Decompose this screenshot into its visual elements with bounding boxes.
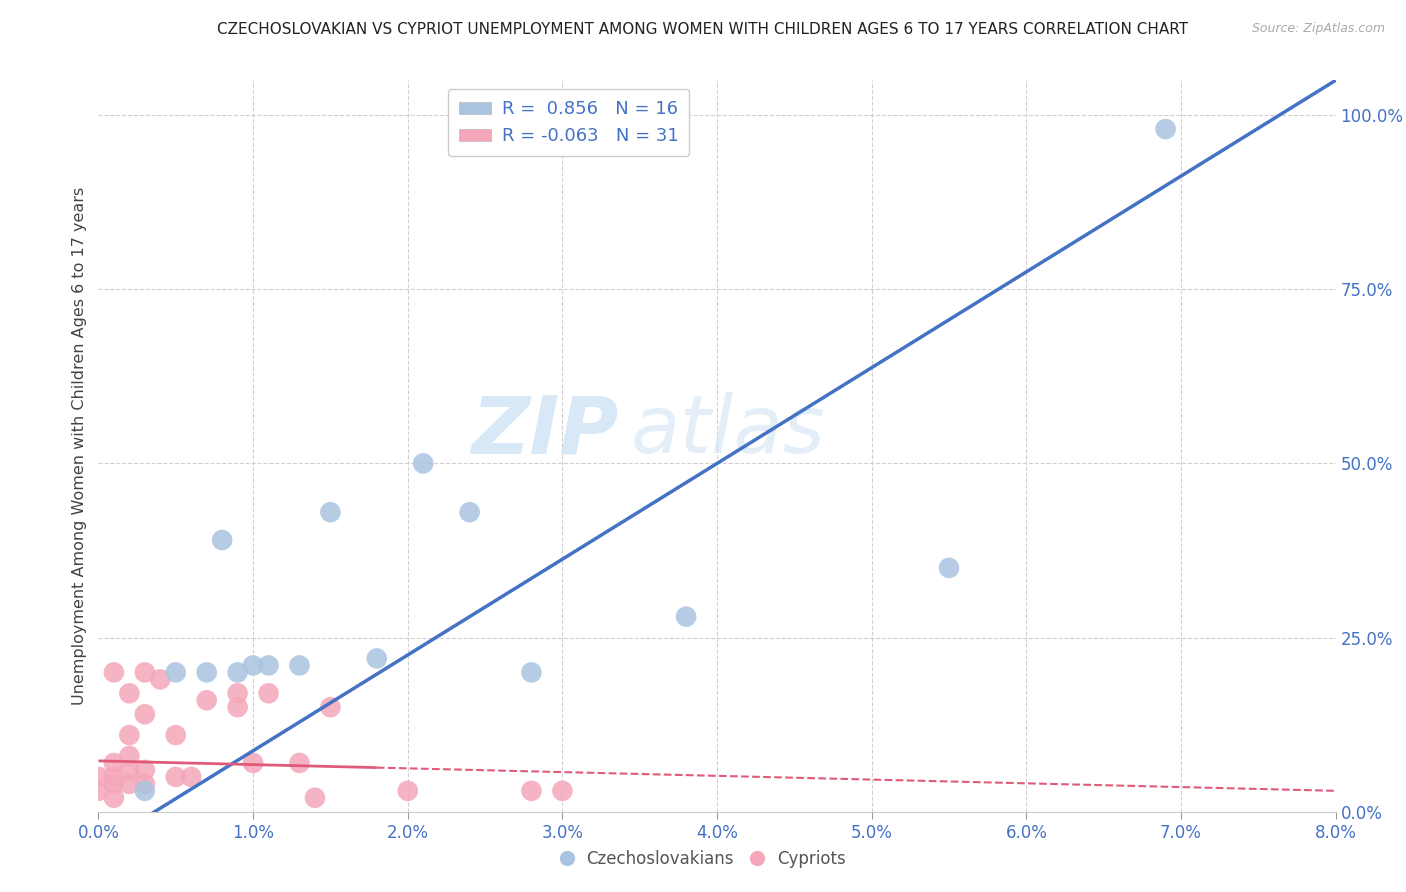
Point [304,790,326,805]
Legend: R =  0.856   N = 16, R = -0.063   N = 31: R = 0.856 N = 16, R = -0.063 N = 31 [447,89,689,156]
Point [103,790,125,805]
Point [288,756,311,770]
Point [134,784,156,798]
Point [242,756,264,770]
Point [118,763,141,777]
Point [226,700,249,714]
Text: Source: ZipAtlas.com: Source: ZipAtlas.com [1251,22,1385,36]
Y-axis label: Unemployment Among Women with Children Ages 6 to 17 years: Unemployment Among Women with Children A… [72,187,87,705]
Point [87,770,110,784]
Point [118,728,141,742]
Point [242,658,264,673]
Point [103,770,125,784]
Point [87,784,110,798]
Text: CZECHOSLOVAKIAN VS CYPRIOT UNEMPLOYMENT AMONG WOMEN WITH CHILDREN AGES 6 TO 17 Y: CZECHOSLOVAKIAN VS CYPRIOT UNEMPLOYMENT … [218,22,1188,37]
Point [134,777,156,791]
Point [103,777,125,791]
Text: ZIP: ZIP [471,392,619,470]
Point [551,784,574,798]
Point [180,770,202,784]
Point [938,561,960,575]
Point [165,665,187,680]
Point [226,665,249,680]
Point [520,784,543,798]
Point [149,673,172,687]
Point [366,651,388,665]
Point [134,763,156,777]
Point [103,756,125,770]
Point [165,770,187,784]
Point [118,777,141,791]
Point [319,700,342,714]
Point [319,505,342,519]
Point [412,457,434,471]
Point [195,693,218,707]
Point [458,505,481,519]
Point [257,686,280,700]
Point [675,609,697,624]
Point [165,728,187,742]
Point [103,665,125,680]
Point [134,707,156,722]
Point [118,686,141,700]
Legend: Czechoslovakians, Cypriots: Czechoslovakians, Cypriots [553,844,853,875]
Point [520,665,543,680]
Point [134,665,156,680]
Point [1154,122,1177,136]
Point [396,784,419,798]
Point [226,686,249,700]
Point [211,533,233,547]
Text: atlas: atlas [630,392,825,470]
Point [195,665,218,680]
Point [288,658,311,673]
Point [257,658,280,673]
Point [118,749,141,764]
